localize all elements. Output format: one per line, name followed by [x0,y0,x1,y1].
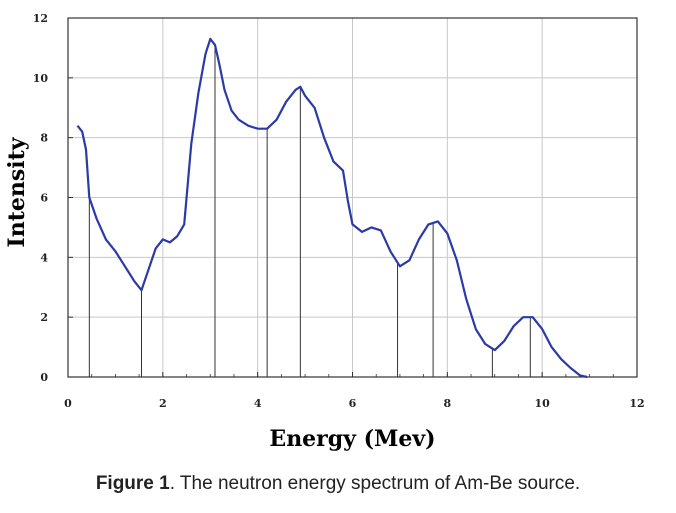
figure-number: Figure 1 [95,473,170,494]
y-tick-label: 4 [40,251,48,264]
caption-text: . The neutron energy spectrum of Am-Be s… [169,473,581,494]
y-tick-label: 0 [40,371,48,384]
x-axis-label: Energy (Mev) [269,426,435,452]
x-tick-label: 2 [159,397,167,410]
x-tick-label: 0 [64,397,72,410]
y-tick-label: 10 [33,72,49,85]
x-tick-label: 10 [535,397,551,410]
x-tick-label: 12 [629,397,644,410]
x-tick-label: 8 [444,397,452,410]
x-tick-label: 4 [254,397,262,410]
figure-caption: Figure 1. The neutron energy spectrum of… [0,473,676,495]
y-tick-label: 12 [33,12,48,25]
y-tick-label: 6 [40,192,48,205]
grid-lines [68,18,637,377]
y-tick-label: 8 [40,132,48,145]
axis-ticks: 0 2 4 6 8 10 12 0 2 4 6 8 10 12 [33,12,645,410]
x-tick-label: 6 [349,397,357,410]
series-line [76,37,588,379]
y-tick-label: 2 [40,311,48,324]
marker-lines [88,44,531,377]
y-axis-label: Intensity [4,136,30,247]
